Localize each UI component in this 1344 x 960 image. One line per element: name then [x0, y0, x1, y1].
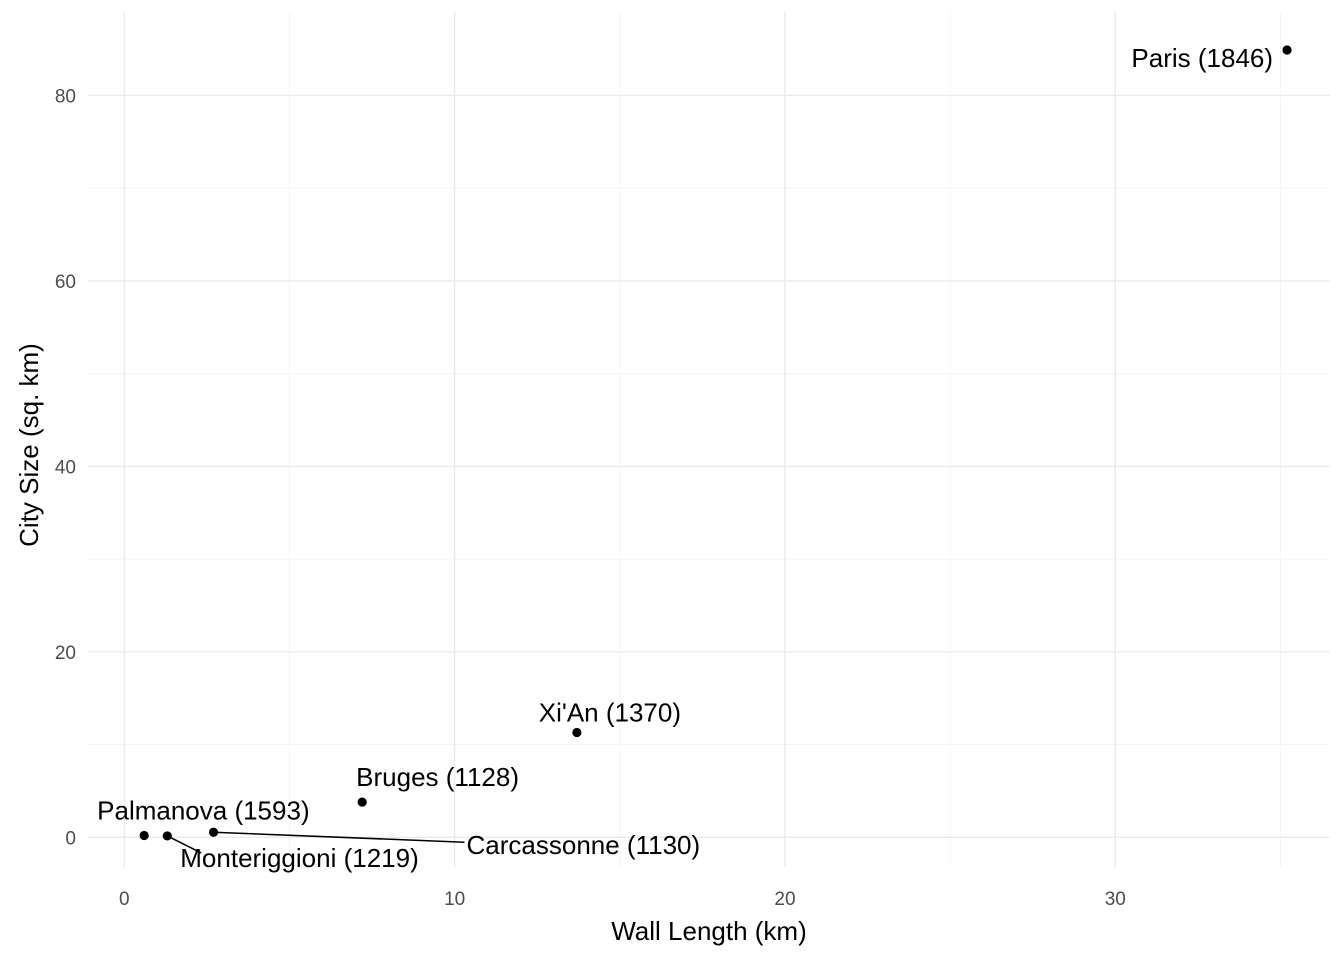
label-leader-line: [213, 831, 465, 843]
point-label: Paris (1846): [1131, 43, 1273, 73]
label-leader-line: [166, 835, 202, 854]
data-point: [572, 727, 582, 738]
y-tick-label: 60: [55, 272, 76, 293]
point-labels: Paris (1846) Xi'An (1370) Bruges (1128) Pal…: [97, 43, 1273, 873]
data-point: [1282, 45, 1292, 55]
grid: [88, 12, 1330, 867]
data-point: [208, 827, 219, 837]
data-point: [162, 831, 172, 841]
y-tick-label: 80: [55, 86, 76, 107]
x-tick-label: 10: [444, 889, 465, 910]
label-leader-lines: [166, 831, 465, 854]
x-tick-label: 30: [1105, 889, 1126, 910]
y-axis-title: City Size (sq. km): [14, 343, 44, 547]
point-label: Bruges (1128): [356, 762, 519, 792]
y-tick-label: 0: [65, 828, 76, 849]
data-points: [139, 45, 1292, 841]
y-tick-label: 40: [55, 457, 76, 478]
data-point: [139, 830, 149, 841]
x-axis-title: Wall Length (km): [611, 916, 807, 946]
x-tick-label: 20: [774, 889, 795, 910]
data-point: [357, 797, 367, 807]
point-label: Monteriggioni (1219): [180, 843, 418, 873]
tick-labels: 0 10 20 30 0 20 40 60 80: [55, 86, 1126, 910]
point-label: Xi'An (1370): [539, 698, 681, 728]
y-tick-label: 20: [55, 643, 76, 664]
x-tick-label: 0: [119, 889, 130, 910]
point-label: Carcassonne (1130): [467, 830, 701, 860]
point-label: Palmanova (1593): [97, 795, 309, 825]
